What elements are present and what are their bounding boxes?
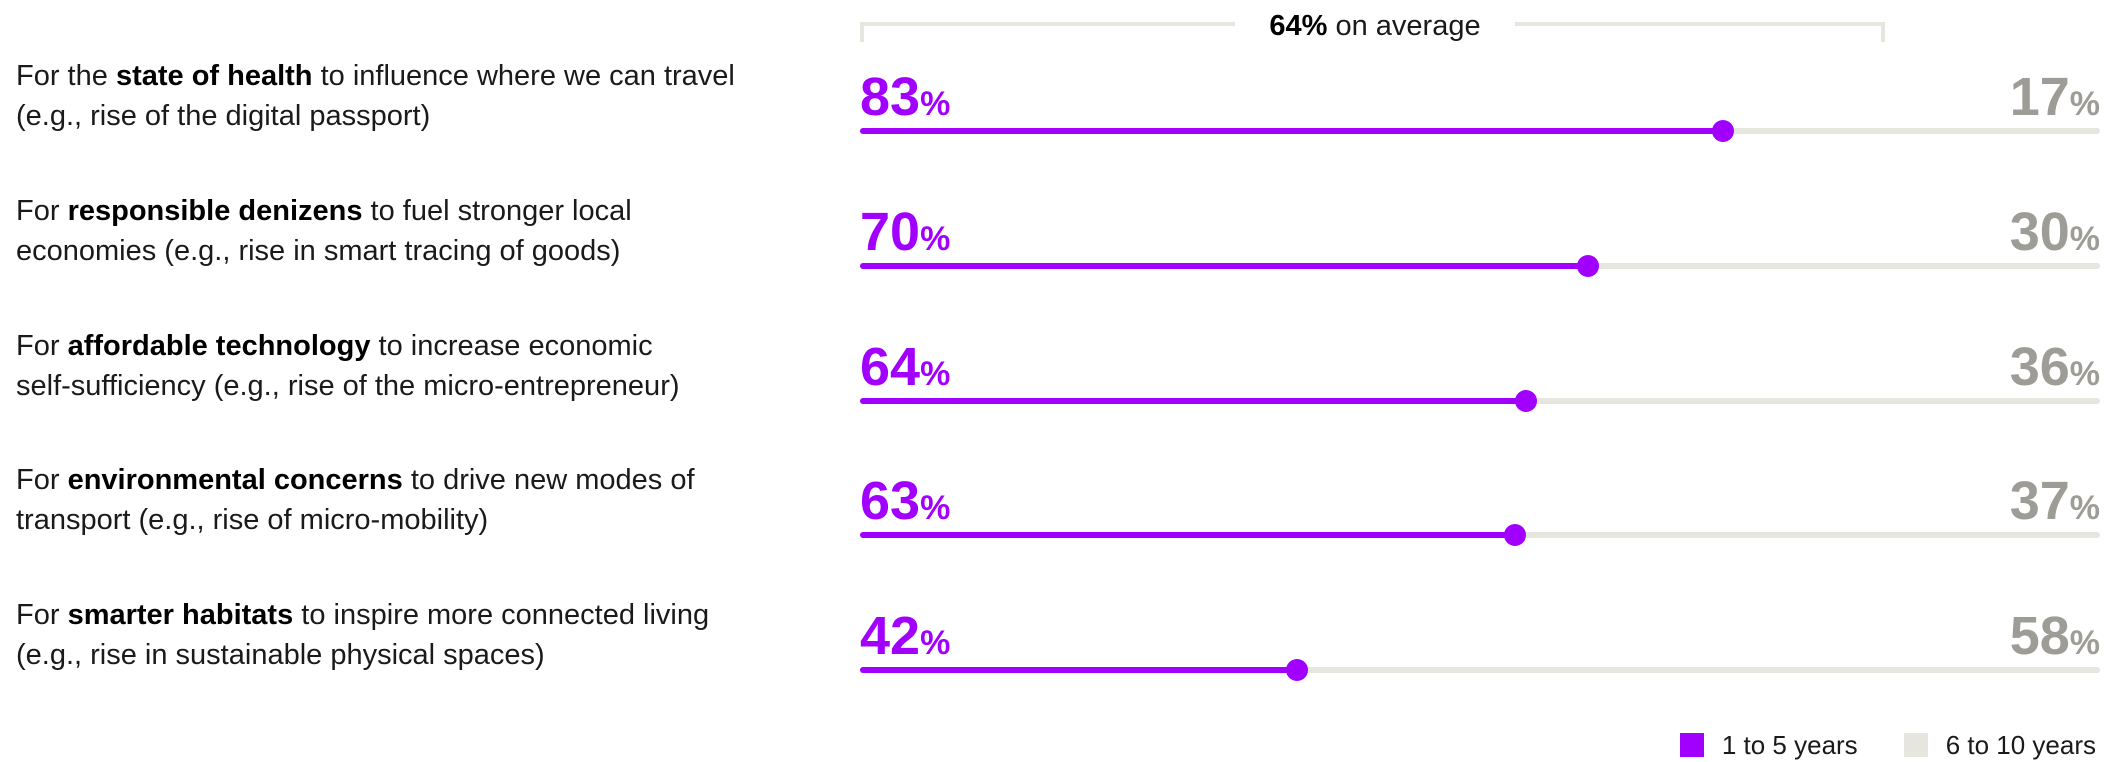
row-label-pre: For [16,330,68,362]
value-label-1-to-5-years: 42% [860,609,950,670]
row-label-pre: For [16,195,68,227]
bar-fill-1-to-5-years [860,532,1516,538]
percent-sign: % [2069,85,2100,123]
percent-sign: % [920,489,951,527]
legend-swatch [1903,733,1928,757]
percent-sign: % [2069,624,2100,662]
average-annotation: 64% on average [1235,6,1515,46]
row-label-post: to fuel stronger local [362,195,632,227]
row-label-post: to inspire more connected living [293,599,710,631]
row-label-line2: (e.g., rise of the digital passport) [16,100,431,132]
value-label-1-to-5-years: 63% [860,474,950,535]
legend-label: 1 to 5 years [1721,729,1858,760]
row-label-pre: For [16,464,68,496]
row-label: For the state of health to influence whe… [16,56,756,136]
legend-swatch [1679,733,1704,757]
percent-sign: % [2069,355,2100,393]
value-number: 83 [860,67,921,127]
bar-track-6-to-10-years [860,524,2100,546]
bar-track-6-to-10-years [860,255,2100,277]
value-label-6-to-10-years: 58% [2010,609,2100,670]
row-label: For smarter habitats to inspire more con… [16,595,756,675]
value-label-6-to-10-years: 36% [2010,340,2100,401]
row-label-line2: (e.g., rise in sustainable physical spac… [16,639,545,671]
percent-sign: % [920,85,951,123]
value-number: 70 [860,202,921,262]
percent-sign: % [920,355,951,393]
row-label-pre: For [16,599,68,631]
average-value: 64% [1269,10,1328,42]
row-label-bold: state of health [115,60,313,92]
row-label-pre: For the [16,60,116,92]
value-label-6-to-10-years: 30% [2010,205,2100,266]
legend-item: 1 to 5 years [1679,729,1858,761]
percent-sign: % [2069,220,2100,258]
row-label-bold: environmental concerns [67,464,403,496]
bar-track-6-to-10-years [860,120,2100,142]
row-label-line1: For affordable technology to increase ec… [16,330,653,362]
value-label-6-to-10-years: 37% [2010,474,2100,535]
value-number: 42 [860,606,921,666]
legend-item: 6 to 10 years [1903,729,2096,761]
bar-fill-1-to-5-years [860,398,1526,404]
legend-label: 6 to 10 years [1945,729,2096,760]
bar-end-marker [1504,524,1527,546]
percent-sign: % [920,220,951,258]
value-number: 64 [860,337,921,397]
bar-end-marker [1577,255,1599,277]
value-label-1-to-5-years: 70% [860,205,950,266]
row-label: For affordable technology to increase ec… [16,326,756,406]
row-label-bold: affordable technology [67,330,371,362]
row-label-post: to increase economic [370,330,653,362]
row-label-line2: economies (e.g., rise in smart tracing o… [16,235,621,267]
value-number: 17 [2009,67,2070,127]
row-label-line1: For environmental concerns to drive new … [16,464,695,496]
bar-end-marker [1514,390,1537,412]
value-number: 37 [2009,471,2070,531]
bar-fill-1-to-5-years [860,667,1297,673]
row-label: For responsible denizens to fuel stronge… [16,191,756,271]
row-label-post: to drive new modes of [402,464,695,496]
row-label-line1: For responsible denizens to fuel stronge… [16,195,632,227]
value-number: 36 [2009,337,2070,397]
value-label-1-to-5-years: 64% [860,340,950,401]
average-suffix-text: on average [1335,10,1481,42]
row-label-line1: For the state of health to influence whe… [16,60,735,92]
row-label-line2: self-sufficiency (e.g., rise of the micr… [16,370,680,402]
row-label-line2: transport (e.g., rise of micro-mobility) [16,504,489,536]
value-label-6-to-10-years: 17% [2010,70,2100,131]
percent-sign: % [2069,489,2100,527]
row-label-bold: responsible denizens [67,195,363,227]
row-label-post: to influence where we can travel [312,60,735,92]
value-number: 63 [860,471,921,531]
value-number: 58 [2009,606,2070,666]
legend: 1 to 5 years 6 to 10 years [1634,728,2096,762]
bar-end-marker [1285,659,1308,681]
bar-track-6-to-10-years [860,390,2100,412]
bar-track-6-to-10-years [860,659,2100,681]
value-label-1-to-5-years: 83% [860,70,950,131]
row-label-line1: For smarter habitats to inspire more con… [16,599,709,631]
row-label-bold: smarter habitats [67,599,294,631]
bar-end-marker [1712,120,1735,142]
bar-fill-1-to-5-years [860,128,1724,134]
percent-sign: % [920,624,951,662]
bar-fill-1-to-5-years [860,263,1588,269]
value-number: 30 [2009,202,2070,262]
row-label: For environmental concerns to drive new … [16,460,756,540]
